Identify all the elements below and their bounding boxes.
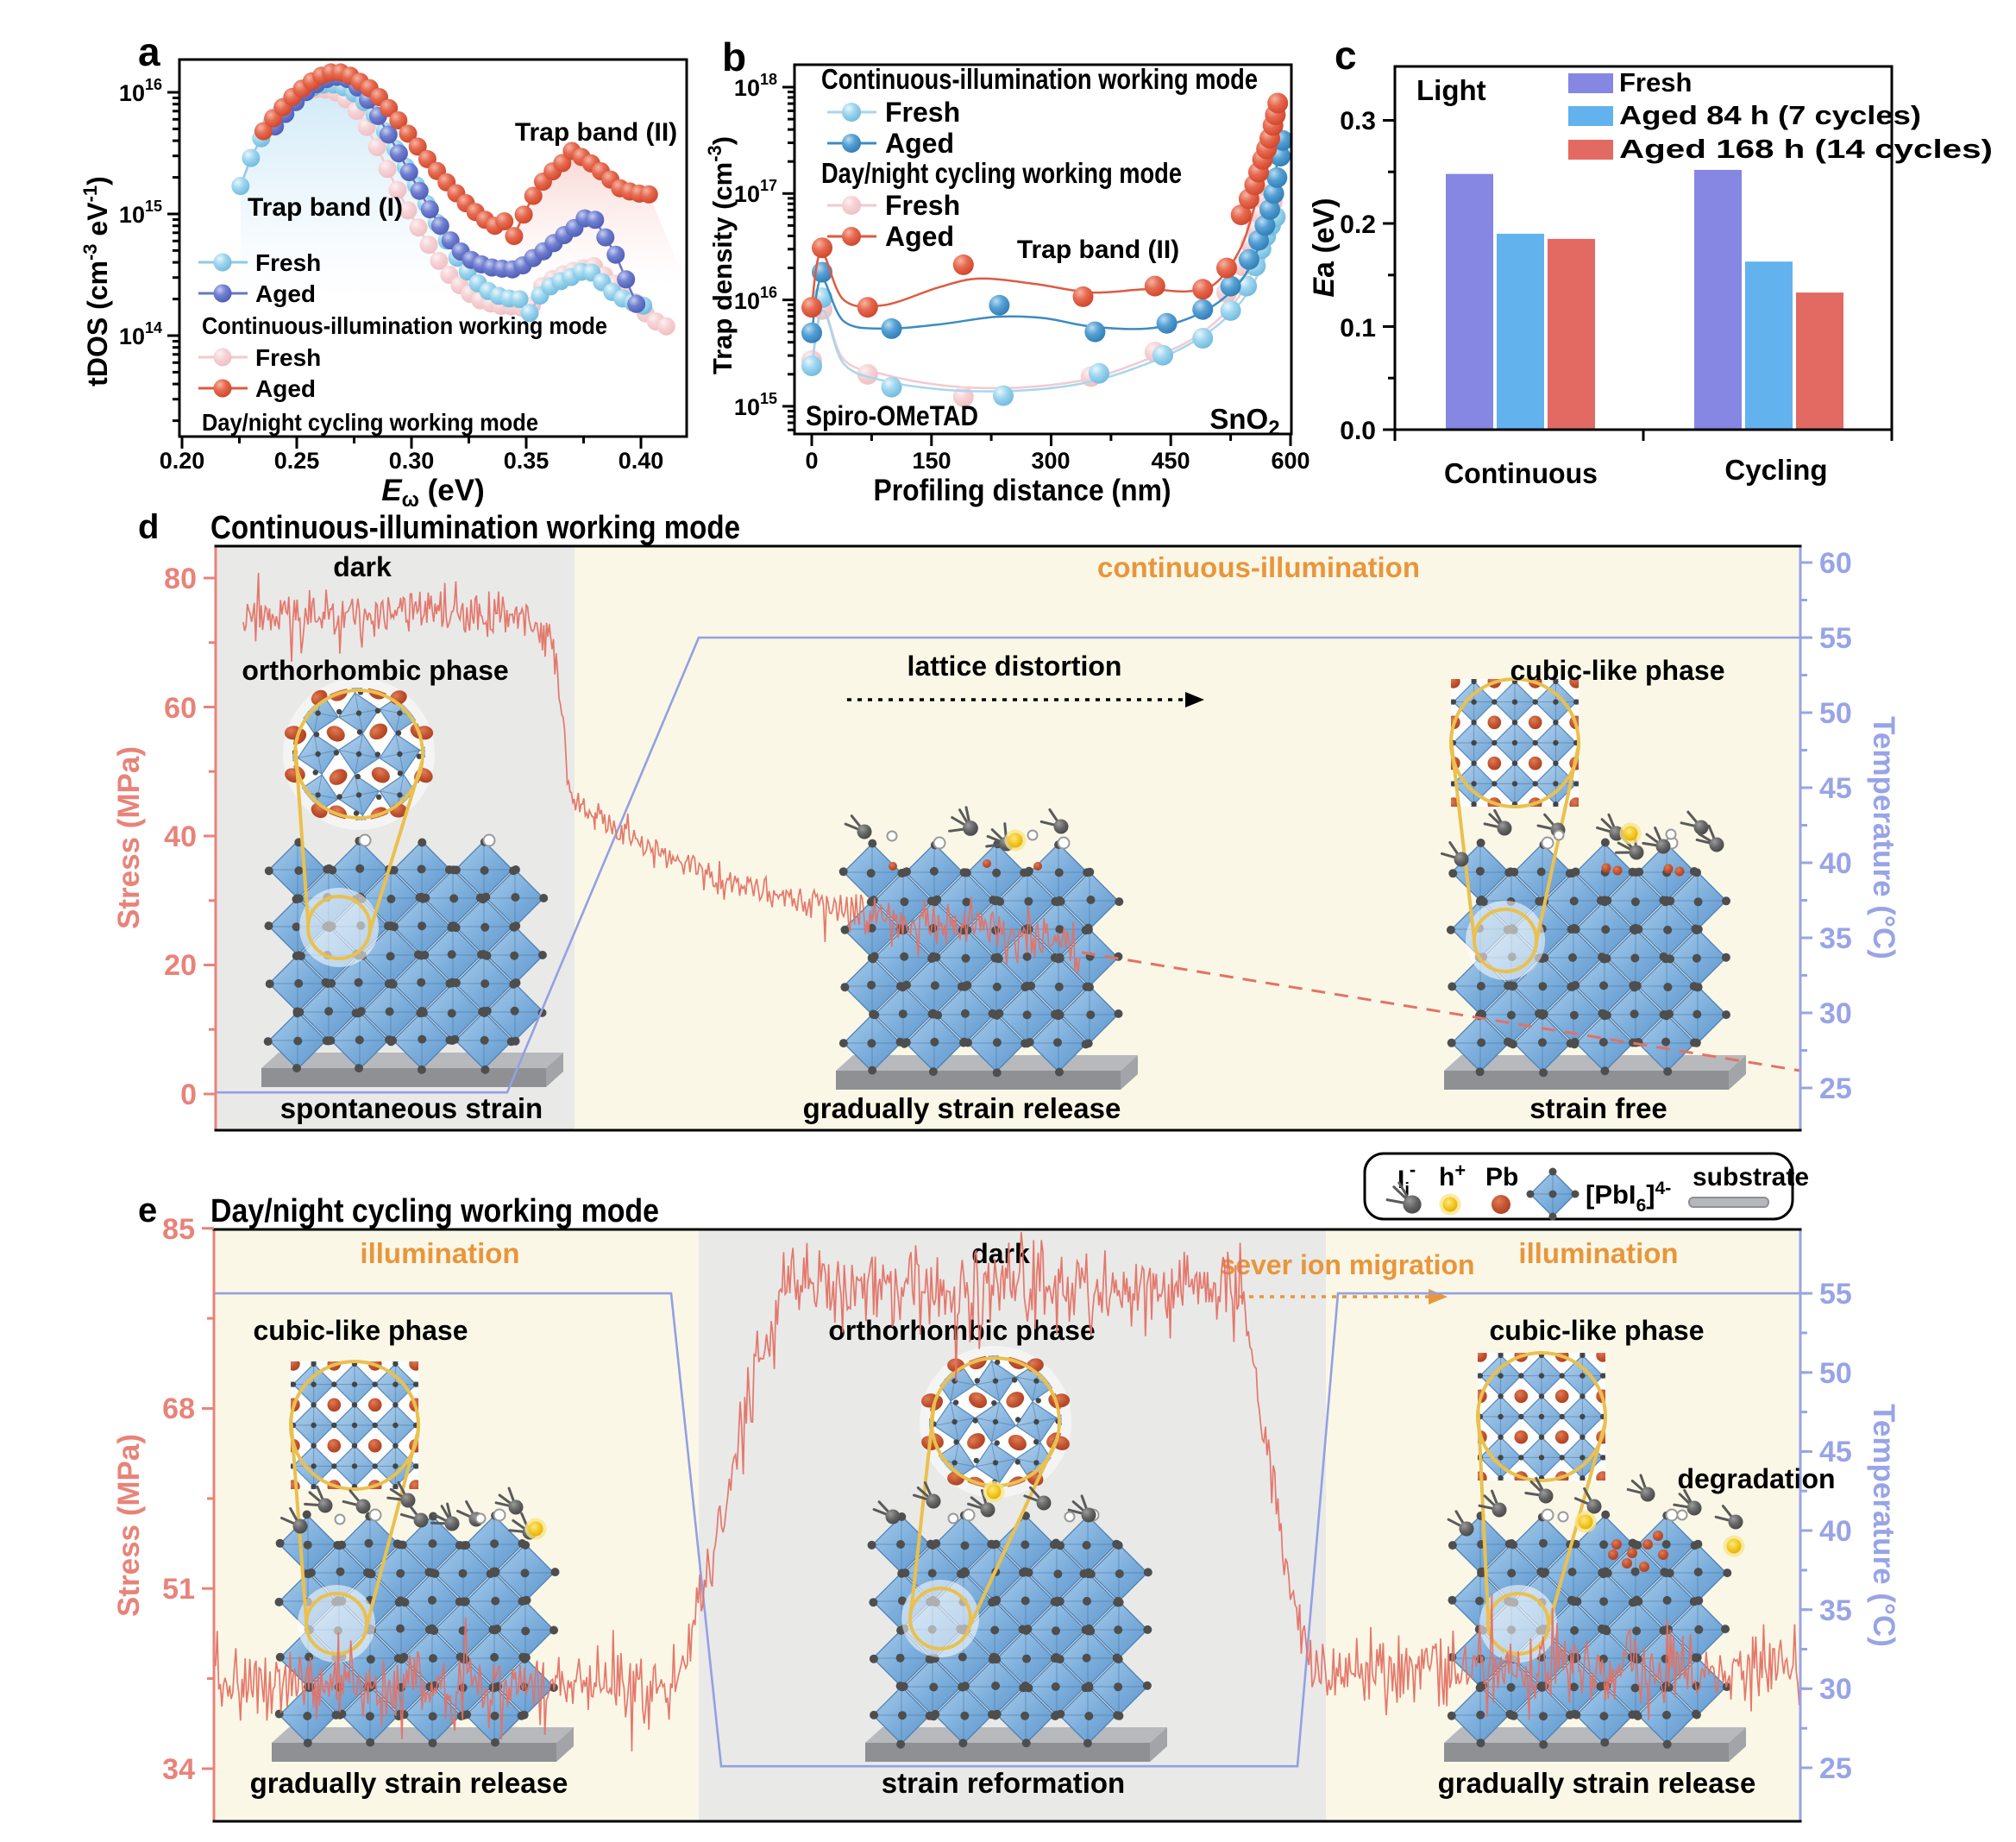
svg-text:Spiro-OMeTAD: Spiro-OMeTAD (806, 400, 978, 431)
svg-text:300: 300 (1031, 448, 1070, 474)
svg-text:25: 25 (1819, 1072, 1852, 1105)
svg-text:0.25: 0.25 (274, 448, 320, 474)
svg-text:a: a (138, 29, 160, 74)
svg-text:Trap band (I): Trap band (I) (248, 193, 403, 222)
svg-text:orthorhombic phase: orthorhombic phase (828, 1315, 1095, 1346)
svg-text:0.20: 0.20 (160, 448, 205, 474)
svg-text:0.35: 0.35 (504, 448, 550, 474)
svg-text:20: 20 (164, 949, 197, 982)
svg-text:d: d (138, 508, 159, 546)
svg-text:strain reformation: strain reformation (882, 1767, 1125, 1799)
svg-text:e: e (138, 1191, 157, 1229)
svg-text:40: 40 (1819, 847, 1852, 880)
svg-text:45: 45 (1819, 1436, 1852, 1468)
svg-text:Day/night cycling working mode: Day/night cycling working mode (202, 409, 538, 436)
svg-text:cubic-like phase: cubic-like phase (254, 1315, 468, 1346)
svg-text:b: b (722, 35, 746, 79)
svg-text:30: 30 (1819, 1673, 1852, 1706)
svg-text:Aged: Aged (885, 221, 954, 252)
svg-text:Aged 84 h (7 cycles): Aged 84 h (7 cycles) (1619, 100, 1921, 130)
svg-text:60: 60 (1819, 547, 1852, 580)
svg-text:55: 55 (1819, 622, 1852, 655)
svg-text:600: 600 (1271, 448, 1309, 474)
svg-text:Day/night cycling working mode: Day/night cycling working mode (821, 157, 1182, 189)
svg-text:34: 34 (162, 1753, 195, 1786)
svg-text:45: 45 (1819, 772, 1852, 805)
svg-text:continuous-illumination: continuous-illumination (1097, 551, 1420, 583)
svg-text:0.40: 0.40 (619, 448, 664, 474)
svg-text:68: 68 (162, 1393, 195, 1425)
svg-text:80: 80 (164, 563, 197, 595)
svg-text:cubic-like phase: cubic-like phase (1490, 1315, 1705, 1346)
svg-text:0: 0 (180, 1078, 197, 1111)
svg-text:0.30: 0.30 (389, 448, 435, 474)
svg-text:Fresh: Fresh (885, 190, 960, 221)
svg-text:gradually strain release: gradually strain release (803, 1092, 1121, 1124)
svg-text:40: 40 (164, 820, 197, 853)
svg-text:30: 30 (1819, 997, 1852, 1030)
svg-text:illumination: illumination (1518, 1237, 1678, 1269)
svg-text:60: 60 (164, 692, 197, 725)
svg-text:150: 150 (912, 448, 951, 474)
svg-text:40: 40 (1819, 1515, 1852, 1548)
svg-text:0.1: 0.1 (1340, 314, 1376, 343)
svg-text:Temperature (°C): Temperature (°C) (1867, 716, 1900, 959)
svg-text:0.0: 0.0 (1340, 417, 1376, 445)
svg-text:substrate: substrate (1693, 1163, 1809, 1191)
svg-text:50: 50 (1819, 1357, 1852, 1390)
svg-text:Fresh: Fresh (255, 344, 321, 371)
svg-text:Day/night cycling working mode: Day/night cycling working mode (210, 1193, 659, 1229)
svg-text:Aged 168 h (14 cycles): Aged 168 h (14 cycles) (1619, 134, 1993, 164)
svg-text:0.2: 0.2 (1340, 211, 1376, 239)
svg-text:c: c (1335, 33, 1357, 78)
svg-text:tDOS (cm-3 eV-1): tDOS (cm-3 eV-1) (79, 176, 113, 387)
svg-text:Fresh: Fresh (255, 249, 321, 276)
svg-text:Stress (MPa): Stress (MPa) (112, 746, 146, 929)
svg-text:Stress (MPa): Stress (MPa) (112, 1434, 146, 1617)
svg-text:35: 35 (1819, 922, 1852, 955)
svg-text:Profiling distance (nm): Profiling distance (nm) (874, 474, 1171, 507)
svg-text:dark: dark (333, 551, 392, 582)
svg-text:55: 55 (1819, 1278, 1852, 1311)
svg-text:Aged: Aged (885, 128, 954, 159)
svg-text:gradually strain release: gradually strain release (250, 1767, 568, 1799)
svg-text:25: 25 (1819, 1752, 1852, 1785)
svg-text:35: 35 (1819, 1594, 1852, 1627)
svg-text:strain free: strain free (1529, 1092, 1667, 1124)
svg-text:sever ion migration: sever ion migration (1220, 1249, 1474, 1280)
svg-text:Trap band (II): Trap band (II) (1017, 236, 1179, 264)
svg-text:Continuous-illumination workin: Continuous-illumination working mode (821, 63, 1258, 95)
svg-text:Eω (eV): Eω (eV) (381, 474, 485, 512)
svg-text:Pb: Pb (1485, 1163, 1518, 1191)
svg-text:spontaneous strain: spontaneous strain (280, 1092, 543, 1124)
svg-text:degradation: degradation (1677, 1463, 1835, 1494)
svg-text:Continuous: Continuous (1444, 457, 1598, 489)
svg-text:lattice distortion: lattice distortion (908, 651, 1122, 682)
svg-text:cubic-like phase: cubic-like phase (1510, 655, 1725, 686)
svg-text:Continuous-illumination workin: Continuous-illumination working mode (210, 510, 740, 546)
svg-text:Aged: Aged (255, 375, 316, 402)
svg-text:85: 85 (162, 1213, 195, 1246)
svg-text:Fresh: Fresh (1619, 67, 1692, 97)
svg-text:Cycling: Cycling (1724, 454, 1827, 486)
svg-text:gradually strain release: gradually strain release (1438, 1767, 1756, 1799)
svg-text:450: 450 (1151, 448, 1190, 474)
svg-text:Trap band (II): Trap band (II) (515, 118, 677, 147)
svg-text:Aged: Aged (255, 280, 316, 307)
svg-text:51: 51 (162, 1573, 195, 1606)
svg-text:orthorhombic phase: orthorhombic phase (242, 655, 508, 686)
svg-text:Temperature (°C): Temperature (°C) (1867, 1404, 1900, 1647)
svg-text:illumination: illumination (360, 1237, 519, 1269)
svg-text:0: 0 (805, 448, 818, 474)
svg-text:Ea (eV): Ea (eV) (1308, 198, 1341, 297)
svg-text:Trap density (cm-3): Trap density (cm-3) (704, 136, 738, 374)
svg-text:0.3: 0.3 (1340, 107, 1376, 135)
svg-text:Continuous-illumination workin: Continuous-illumination working mode (202, 312, 607, 339)
svg-text:Fresh: Fresh (885, 97, 960, 128)
svg-text:50: 50 (1819, 697, 1852, 730)
svg-text:Light: Light (1416, 74, 1486, 106)
